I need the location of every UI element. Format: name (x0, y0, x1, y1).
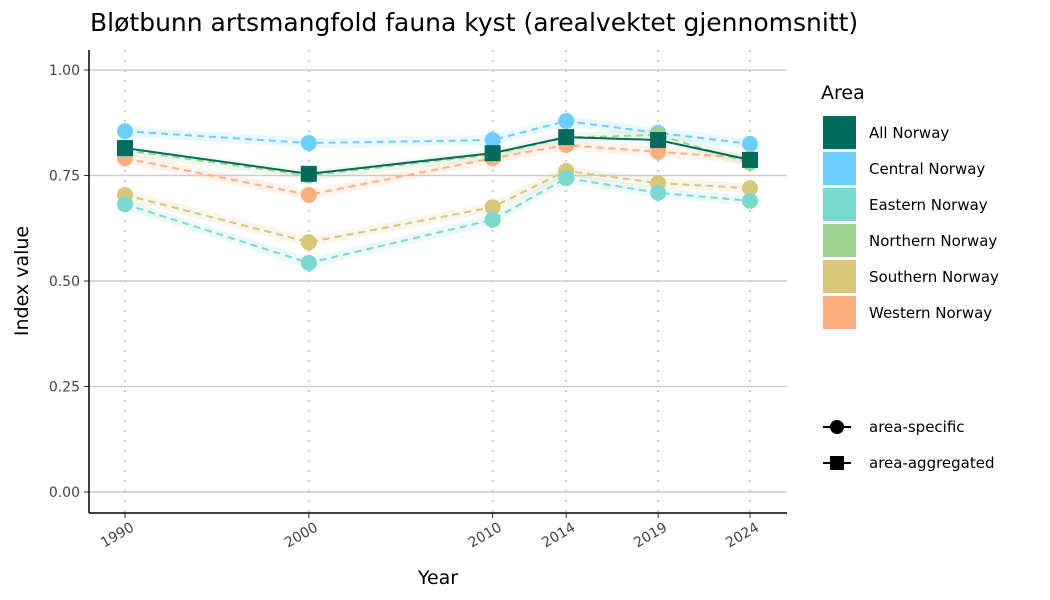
legend-square-icon (830, 456, 844, 470)
legend-circle-icon (830, 420, 844, 434)
legend-label: All Norway (869, 124, 949, 142)
y-tick-label: 0.50 (49, 274, 80, 290)
x-tick-label: 2019 (631, 520, 670, 552)
x-tick-label: 2014 (539, 520, 578, 552)
legend-label: Western Norway (869, 304, 992, 322)
chart-title: Bløtbunn artsmangfold fauna kyst (arealv… (90, 8, 858, 37)
legend-swatch (823, 188, 856, 221)
data-point (558, 170, 575, 187)
legend-label: Eastern Norway (869, 196, 988, 214)
data-point (117, 196, 133, 213)
data-point (300, 165, 317, 182)
legend-swatch (823, 296, 856, 329)
legend-shape-label: area-aggregated (869, 454, 995, 472)
data-point (558, 129, 575, 146)
legend-swatch (823, 152, 856, 185)
legend-swatch (823, 224, 856, 257)
legend-label: Central Norway (869, 160, 985, 178)
data-point (300, 135, 317, 152)
y-tick-label: 1.00 (49, 63, 80, 79)
data-point (300, 186, 317, 203)
data-point (558, 113, 575, 130)
y-axis-label: Index value (11, 226, 33, 336)
data-point (742, 151, 758, 168)
series-line-western-norway (124, 144, 751, 196)
series-line-central-norway (124, 120, 751, 145)
data-point (300, 234, 317, 251)
x-axis-label: Year (417, 567, 458, 589)
data-point (484, 145, 501, 162)
legend-swatch (823, 260, 856, 293)
y-tick-label: 0.00 (49, 485, 80, 501)
series-line-eastern-norway (124, 176, 751, 264)
data-point (300, 254, 317, 271)
x-tick-label: 2000 (282, 520, 321, 552)
series-line-southern-norway (124, 169, 751, 244)
x-tick-label: 2010 (466, 520, 505, 552)
legend-swatch (823, 116, 856, 149)
data-point (484, 199, 501, 216)
data-point (650, 132, 667, 149)
data-point (742, 135, 758, 152)
data-point (484, 132, 501, 149)
data-point (484, 211, 501, 228)
y-tick-label: 0.25 (49, 380, 80, 396)
data-point (742, 180, 758, 197)
data-point (742, 192, 758, 209)
data-point (117, 140, 133, 157)
series-line-all-norway (124, 136, 751, 175)
data-point (117, 123, 133, 140)
data-point (650, 184, 667, 201)
x-tick-label: 2024 (723, 520, 762, 552)
legend-label: Northern Norway (869, 232, 997, 250)
x-tick-label: 1990 (98, 520, 137, 552)
y-tick-label: 0.75 (49, 169, 80, 185)
legend-label: Southern Norway (869, 268, 999, 286)
legend-shape-label: area-specific (869, 418, 965, 436)
legend-title: Area (821, 82, 865, 104)
